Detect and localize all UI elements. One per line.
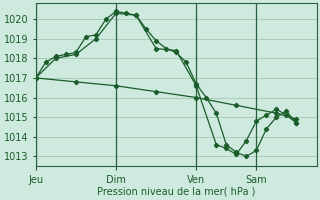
X-axis label: Pression niveau de la mer( hPa ): Pression niveau de la mer( hPa ) — [97, 187, 255, 197]
